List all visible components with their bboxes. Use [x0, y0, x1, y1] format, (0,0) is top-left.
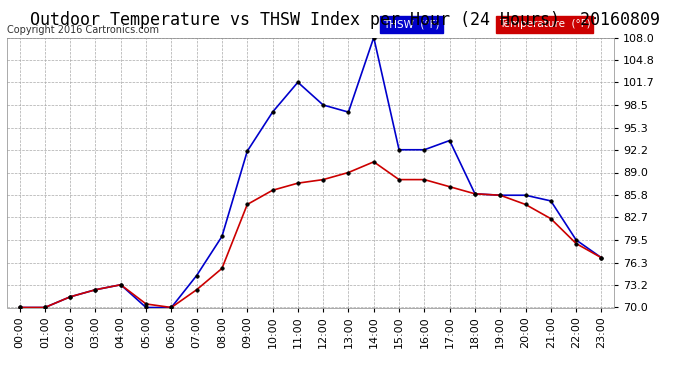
Text: Copyright 2016 Cartronics.com: Copyright 2016 Cartronics.com	[7, 25, 159, 35]
Text: Outdoor Temperature vs THSW Index per Hour (24 Hours)  20160809: Outdoor Temperature vs THSW Index per Ho…	[30, 11, 660, 29]
Text: Temperature  (°F): Temperature (°F)	[499, 20, 591, 29]
Text: THSW  (°F): THSW (°F)	[384, 20, 440, 29]
